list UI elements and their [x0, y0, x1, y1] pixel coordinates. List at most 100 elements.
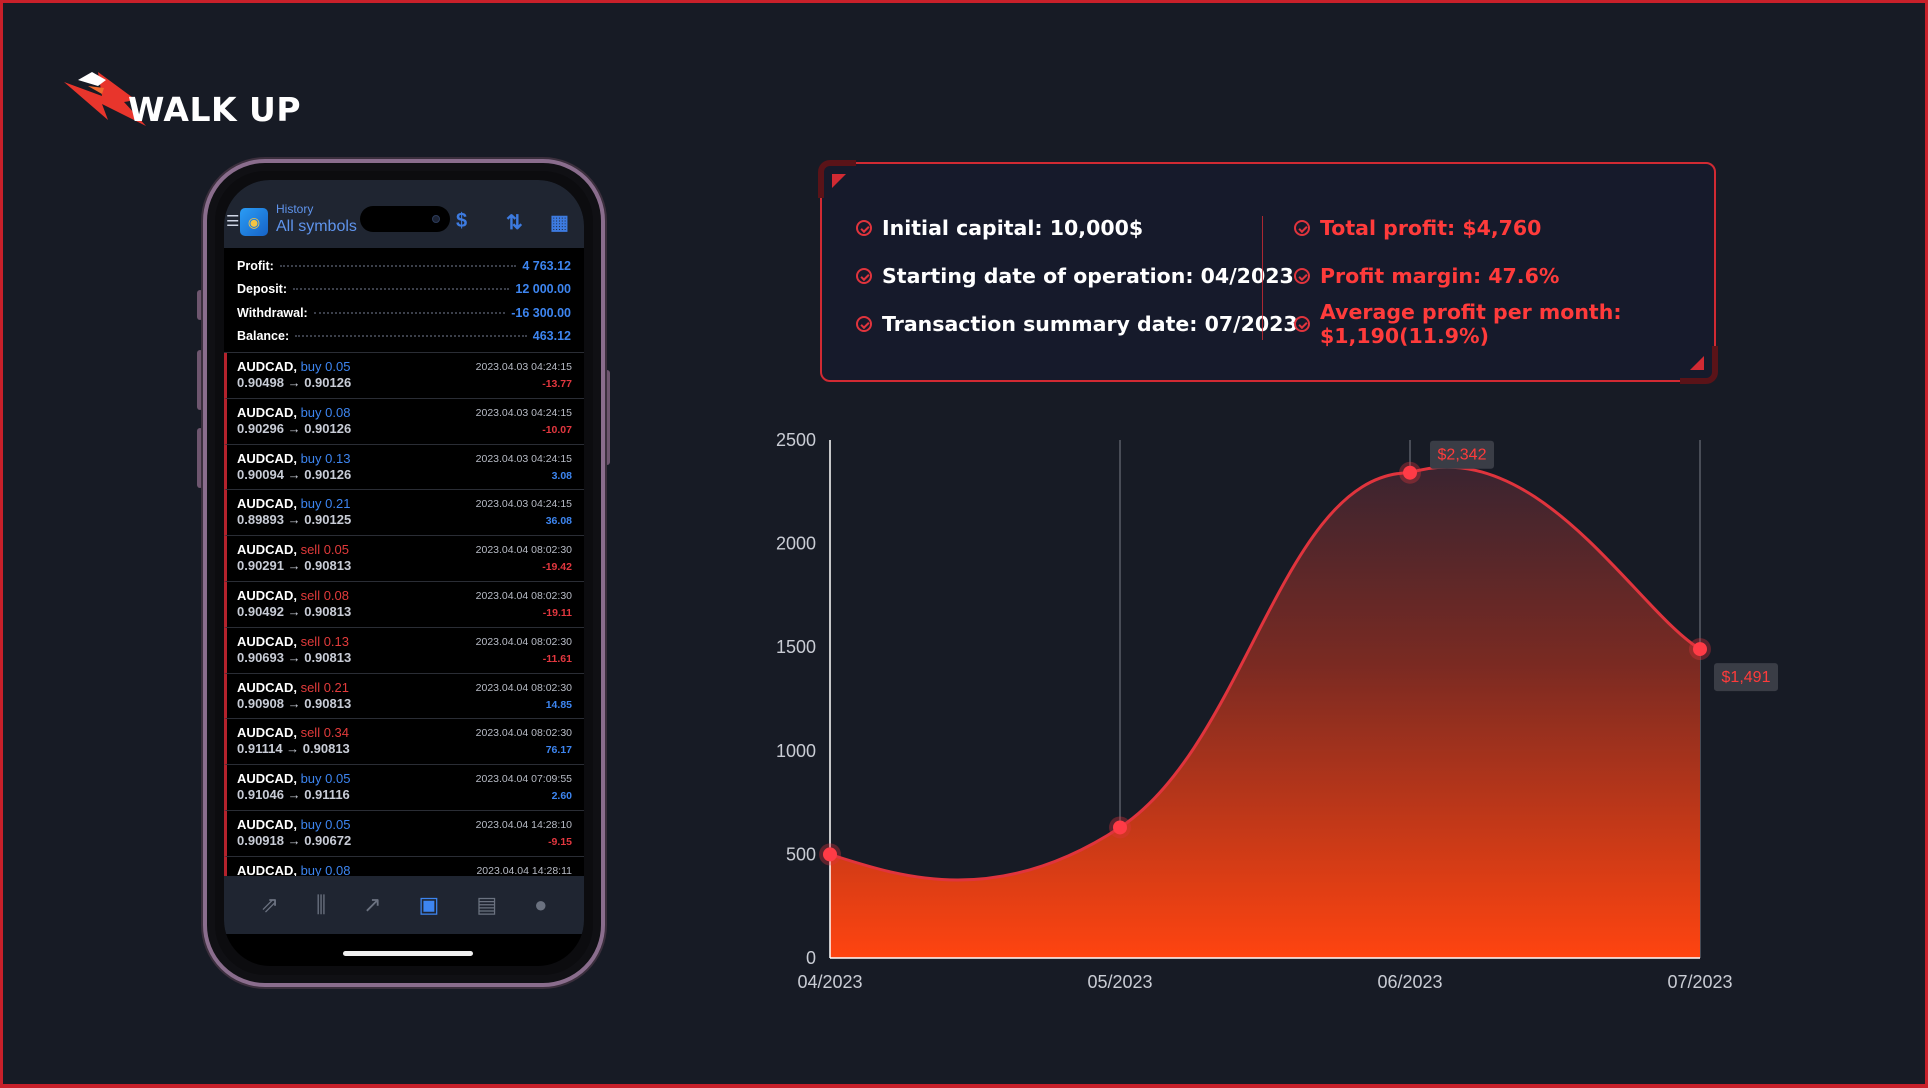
summary-value: 463.12	[532, 329, 571, 344]
deal-row[interactable]: AUDCAD, sell 0.08 0.90492 → 0.90813 2023.0…	[224, 581, 584, 628]
summary-value: 4 763.12	[522, 258, 571, 273]
deal-action: sell 0.05	[300, 542, 349, 558]
trend-icon[interactable]: ↗	[363, 892, 382, 917]
app-logo-icon: ◉	[240, 208, 268, 236]
deal-action: sell 0.21	[300, 679, 349, 695]
summary-label: Balance:	[237, 329, 290, 344]
data-point[interactable]	[1403, 465, 1417, 480]
summary-row-balance: Balance: 463.12	[237, 325, 571, 349]
deal-action: buy 0.21	[300, 496, 351, 512]
deal-action: buy 0.05	[300, 816, 351, 832]
news-icon[interactable]: ▤	[476, 892, 498, 917]
deal-prices: 0.90908 → 0.90813	[237, 695, 352, 711]
deal-time: 2023.04.04 07:09:55	[475, 773, 572, 786]
deal-title: AUDCAD, buy 0.05	[237, 771, 574, 786]
deal-symbol: AUDCAD,	[237, 450, 297, 466]
history-header: ☰ ◉ History All symbols $ ⇅ ▦	[224, 180, 584, 248]
deal-title: AUDCAD, buy 0.05	[237, 359, 574, 374]
data-point[interactable]	[823, 847, 837, 862]
deal-row[interactable]: AUDCAD, buy 0.05 0.91046 → 0.91116 2023.04…	[224, 765, 584, 811]
bottom-tab-bar: ⇗ ⫼ ↗ ▣ ▤ ●	[224, 876, 584, 934]
check-circle-icon	[856, 316, 872, 332]
corner-accent	[818, 160, 856, 198]
deal-row[interactable]: AUDCAD, buy 0.21 0.89893 → 0.90125 2023.04…	[224, 490, 584, 537]
deal-title: AUDCAD, sell 0.34	[237, 725, 574, 740]
deal-prices: 0.90498 → 0.90126	[237, 375, 352, 390]
deal-symbol: AUDCAD,	[237, 496, 297, 512]
performance-summary-box: Initial capital: 10,000$ Starting date o…	[818, 160, 1718, 384]
deal-row[interactable]: AUDCAD, sell 0.34 0.91114 → 0.90813 2023.0…	[224, 719, 584, 766]
deal-title: AUDCAD, buy 0.13	[237, 451, 574, 466]
deal-profit: 3.08	[551, 469, 572, 482]
deal-row[interactable]: AUDCAD, buy 0.05 0.90498 → 0.90126 2023.04…	[224, 353, 584, 399]
inbox-icon[interactable]: ▣	[418, 892, 440, 917]
total-profit: Total profit: $4,760	[1294, 204, 1714, 252]
x-tick-label: 06/2023	[1377, 972, 1442, 992]
deal-profit: 36.08	[545, 515, 572, 528]
y-tick-label: 2000	[776, 534, 816, 554]
deal-time: 2023.04.03 04:24:15	[475, 452, 572, 465]
y-tick-label: 1500	[776, 637, 816, 657]
deal-action: sell 0.13	[300, 633, 349, 649]
deal-row[interactable]: AUDCAD, buy 0.08 0.90296 → 0.90126 2023.04…	[224, 398, 584, 445]
deal-title: AUDCAD, sell 0.05	[237, 542, 574, 557]
deal-row[interactable]: AUDCAD, sell 0.05 0.90291 → 0.90813 2023.0…	[224, 536, 584, 582]
initial-capital: Initial capital: 10,000$	[856, 204, 1298, 252]
phone-volume-down-button	[197, 428, 203, 488]
data-label-box	[1430, 440, 1494, 469]
summary-label: Deposit:	[237, 282, 287, 297]
average-monthly-profit: Average profit per month: $1,190(11.9%)	[1294, 300, 1714, 348]
phone-power-button	[604, 370, 610, 465]
deal-prices: 0.90291 → 0.90813	[237, 558, 352, 574]
home-indicator[interactable]	[343, 951, 473, 956]
deal-row[interactable]: AUDCAD, sell 0.21 0.90908 → 0.90813 2023.0…	[224, 673, 584, 720]
symbol-filter[interactable]: All symbols	[276, 218, 357, 235]
deal-symbol: AUDCAD,	[237, 587, 297, 603]
camera-icon	[432, 215, 440, 223]
deal-row[interactable]: AUDCAD, buy 0.05 0.90918 → 0.90672 2023.04…	[224, 810, 584, 857]
quotes-icon[interactable]: ⇗	[260, 892, 279, 917]
account-summary: Profit: 4 763.12 Deposit: 12 000.00 Withdr…	[224, 248, 584, 352]
deal-prices: 0.90094 → 0.90126	[237, 466, 352, 482]
data-point[interactable]	[1113, 820, 1127, 835]
deal-time: 2023.04.04 08:02:30	[475, 544, 572, 557]
deal-title: AUDCAD, buy 0.21	[237, 496, 574, 511]
sort-arrows-icon[interactable]: ⇅	[506, 212, 523, 234]
phone-mute-button	[197, 290, 203, 320]
deal-symbol: AUDCAD,	[237, 771, 297, 787]
menu-icon[interactable]: ☰	[226, 213, 240, 230]
data-point[interactable]	[1693, 642, 1707, 657]
dynamic-island	[360, 206, 450, 232]
deals-list: AUDCAD, buy 0.05 0.90498 → 0.90126 2023.04…	[224, 352, 584, 903]
deal-time: 2023.04.03 04:24:15	[475, 498, 572, 511]
summary-row-deposit: Deposit: 12 000.00	[237, 278, 571, 302]
check-circle-icon	[1294, 316, 1310, 332]
corner-triangle	[1690, 356, 1704, 370]
deal-title: AUDCAD, sell 0.13	[237, 634, 574, 649]
check-circle-icon	[1294, 268, 1310, 284]
header-subtitle: History	[276, 202, 314, 216]
deal-row[interactable]: AUDCAD, buy 0.13 0.90094 → 0.90126 2023.04…	[224, 444, 584, 491]
deal-symbol: AUDCAD,	[237, 404, 297, 420]
deal-prices: 0.90693 → 0.90813	[237, 649, 352, 665]
deal-title: AUDCAD, buy 0.08	[237, 863, 574, 878]
deal-row[interactable]: AUDCAD, sell 0.13 0.90693 → 0.90813 2023.0…	[224, 627, 584, 674]
corner-accent	[1680, 346, 1718, 384]
corner-triangle	[832, 174, 846, 188]
info-text: Total profit: $4,760	[1320, 216, 1542, 240]
deal-time: 2023.04.03 04:24:15	[475, 406, 572, 419]
deal-profit: 14.85	[545, 698, 572, 711]
calendar-icon[interactable]: ▦	[550, 212, 569, 234]
candlestick-icon[interactable]: ⫼	[315, 892, 327, 917]
chat-icon[interactable]: ●	[534, 892, 548, 917]
currency-sort-icon[interactable]: $	[456, 210, 468, 232]
deal-title: AUDCAD, sell 0.08	[237, 588, 574, 603]
deal-action: buy 0.13	[300, 450, 351, 466]
check-circle-icon	[856, 220, 872, 236]
leader-dots	[279, 264, 517, 267]
data-label: $2,342	[1438, 447, 1487, 464]
deal-time: 2023.04.04 08:02:30	[475, 727, 572, 740]
deal-symbol: AUDCAD,	[237, 816, 297, 832]
info-text: Profit margin: 47.6%	[1320, 264, 1560, 288]
profit-margin: Profit margin: 47.6%	[1294, 252, 1714, 300]
